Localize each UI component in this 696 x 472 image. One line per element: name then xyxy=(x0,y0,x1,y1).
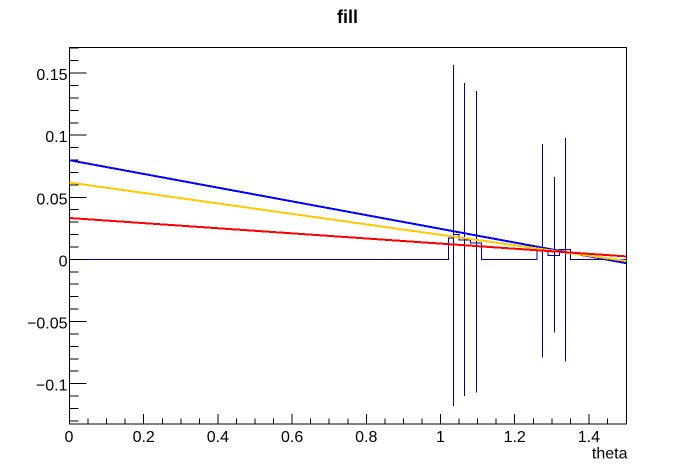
svg-text:−0.1: −0.1 xyxy=(36,378,68,395)
svg-text:0.4: 0.4 xyxy=(207,429,229,446)
svg-text:−0.05: −0.05 xyxy=(27,316,68,333)
svg-text:1.2: 1.2 xyxy=(504,429,526,446)
svg-text:0.05: 0.05 xyxy=(36,191,67,208)
svg-text:0.15: 0.15 xyxy=(36,67,67,84)
svg-text:fill: fill xyxy=(337,7,358,27)
svg-text:0: 0 xyxy=(59,253,68,270)
svg-text:1: 1 xyxy=(436,429,445,446)
svg-text:0.2: 0.2 xyxy=(133,429,155,446)
svg-text:0: 0 xyxy=(65,429,74,446)
svg-text:0.1: 0.1 xyxy=(45,129,67,146)
svg-text:0.8: 0.8 xyxy=(355,429,377,446)
svg-text:theta: theta xyxy=(592,446,628,463)
svg-text:1.4: 1.4 xyxy=(578,429,600,446)
svg-text:0.6: 0.6 xyxy=(281,429,303,446)
